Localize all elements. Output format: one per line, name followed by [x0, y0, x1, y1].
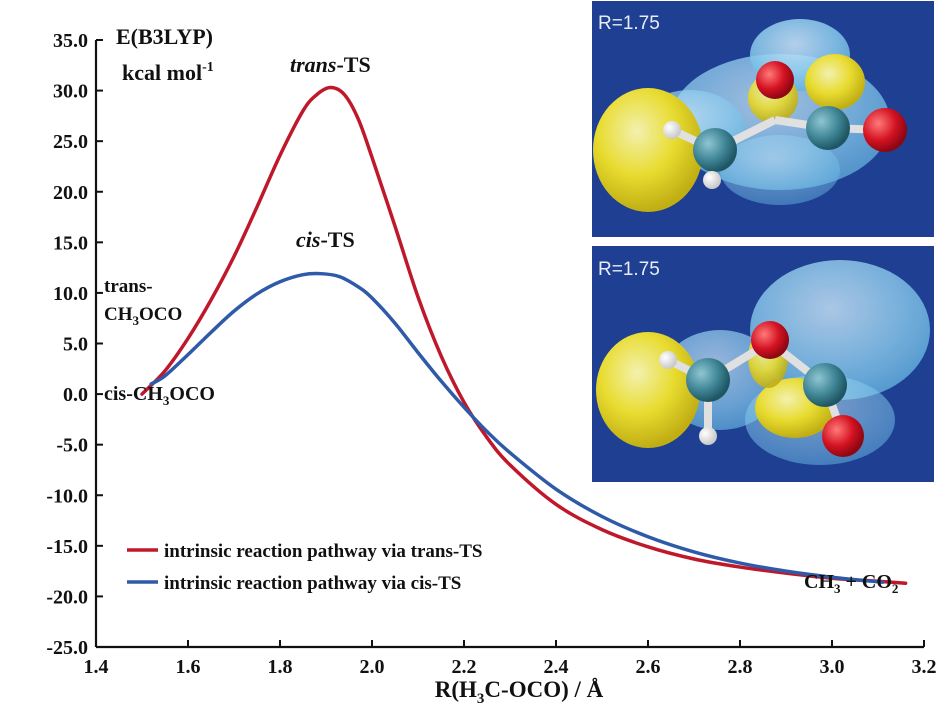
y-ticks: 35.0 30.0 25.0 20.0 15.0 10.0 5.0 0.0 -5.0 -10.0 -… [46, 30, 103, 659]
y-tick-label: -5.0 [56, 435, 88, 457]
x-tick-label: 1.4 [84, 656, 109, 678]
inset-label: R=1.75 [598, 259, 660, 280]
orbital-inset-bottom: R=1.75 [592, 246, 934, 482]
y-tick-label: 10.0 [53, 283, 88, 305]
x-tick-label: 2.2 [452, 656, 477, 678]
y-tick-label: -15.0 [46, 536, 88, 558]
legend-label-cis: intrinsic reaction pathway via cis-TS [164, 573, 461, 594]
y-tick-label: 5.0 [63, 334, 88, 356]
y-tick-label: 35.0 [53, 30, 88, 52]
orbital-inset-top: R=1.75 [592, 1, 934, 237]
y-axis-label-line1: E(B3LYP) [116, 24, 213, 49]
x-tick-label: 1.6 [176, 656, 201, 678]
y-tick-label: -10.0 [46, 485, 88, 507]
x-tick-label: 3.0 [820, 656, 845, 678]
y-tick-label: 20.0 [53, 182, 88, 204]
trans-reactant-label-line2: CH3OCO [104, 304, 182, 328]
x-tick-label: 2.8 [728, 656, 753, 678]
legend: intrinsic reaction pathway via trans-TS … [127, 541, 482, 594]
molecule [663, 61, 907, 189]
product-label: CH3 + CO2 [804, 571, 898, 596]
y-tick-label: -25.0 [46, 637, 88, 659]
y-tick-label: 25.0 [53, 131, 88, 153]
x-tick-label: 2.6 [636, 656, 661, 678]
x-tick-label: 1.8 [268, 656, 293, 678]
trans-ts-label: trans-TS [290, 52, 371, 77]
cis-reactant-label: cis-CH3OCO [104, 383, 215, 408]
x-tick-label: 2.4 [544, 656, 569, 678]
cis-ts-label: cis-TS [296, 227, 355, 252]
x-tick-label: 3.2 [912, 656, 937, 678]
series-line-cis-ts [149, 271, 885, 584]
x-ticks: 1.4 1.6 1.8 2.0 2.2 2.4 2.6 2.8 3.0 3.2 [84, 640, 937, 678]
y-tick-label: 0.0 [63, 384, 88, 406]
y-tick-label: 30.0 [53, 81, 88, 103]
x-axis-label: R(H3C-OCO) / Å [435, 677, 604, 703]
legend-label-trans: intrinsic reaction pathway via trans-TS [164, 541, 482, 562]
y-tick-label: -20.0 [46, 586, 88, 608]
molecule [659, 321, 864, 457]
inset-label: R=1.75 [598, 13, 660, 34]
y-tick-label: 15.0 [53, 232, 88, 254]
y-axis-label-line2: kcal mol-1 [122, 60, 214, 85]
x-tick-label: 2.0 [360, 656, 385, 678]
trans-reactant-label-line1: trans- [104, 276, 153, 297]
series-layer [140, 85, 908, 586]
series-line-trans-ts [140, 85, 908, 586]
